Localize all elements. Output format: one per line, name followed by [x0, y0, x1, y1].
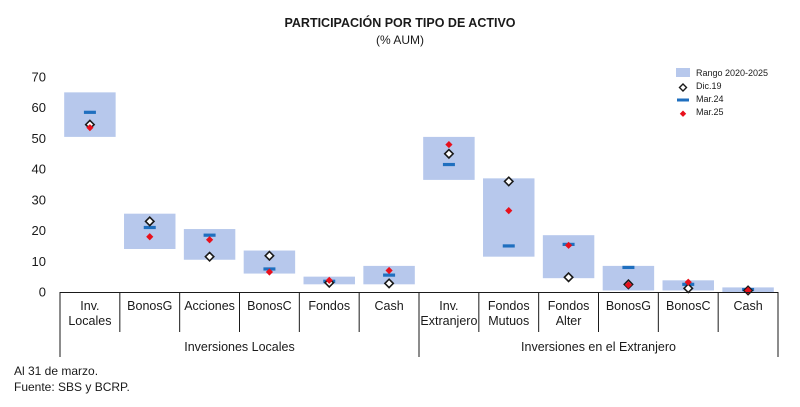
- legend-range-label: Rango 2020-2025: [696, 68, 768, 78]
- range-bar: [243, 250, 296, 274]
- source-note: Fuente: SBS y BCRP.: [14, 380, 130, 394]
- mar24-marker: [143, 225, 156, 230]
- y-tick-label: 50: [32, 131, 46, 146]
- dic19-marker: [563, 271, 574, 283]
- category-label: BonosG: [606, 299, 651, 313]
- y-tick-label: 40: [32, 162, 46, 177]
- y-tick-label: 10: [32, 254, 46, 269]
- mar25-marker: [325, 276, 333, 284]
- legend-mar24-label: Mar.24: [696, 94, 724, 104]
- category-label: Cash: [733, 299, 762, 313]
- category-label: Cash: [374, 299, 403, 313]
- mar24-marker: [203, 233, 216, 237]
- mar25-marker: [86, 124, 94, 132]
- mar25-marker: [385, 266, 393, 275]
- dic19-marker: [503, 176, 515, 187]
- dic19-marker: [383, 278, 395, 289]
- category-label: BonosC: [666, 299, 710, 313]
- mar25-marker: [624, 281, 633, 289]
- mar24-marker: [83, 110, 96, 114]
- category-label: Fondos: [308, 299, 350, 313]
- y-tick-label: 70: [32, 70, 46, 85]
- dic19-marker: [204, 251, 215, 263]
- dic19-marker: [264, 250, 275, 262]
- legend-mar25-swatch: [679, 110, 687, 117]
- mar24-marker: [502, 244, 515, 248]
- category-label: Acciones: [184, 299, 235, 313]
- category-label: Alter: [556, 314, 582, 328]
- legend: Rango 2020-2025 Dic.19 Mar.24 Mar.25: [676, 68, 768, 117]
- range-bar: [542, 235, 595, 279]
- range-bar: [483, 178, 535, 257]
- category-label: BonosC: [247, 299, 291, 313]
- legend-dic19-label: Dic.19: [696, 81, 722, 91]
- legend-mar24-swatch: [677, 98, 689, 102]
- footnote: Al 31 de marzo.: [14, 364, 99, 378]
- mar25-marker: [445, 140, 453, 149]
- category-label: Inv.: [80, 299, 99, 313]
- group-label: Inversiones en el Extranjero: [521, 340, 676, 354]
- category-label: Fondos: [548, 299, 590, 313]
- chart-subtitle: (% AUM): [376, 33, 424, 47]
- mar24-marker: [442, 162, 455, 167]
- y-tick-label: 30: [32, 192, 46, 207]
- chart-title: PARTICIPACIÓN POR TIPO DE ACTIVO: [284, 15, 515, 30]
- dic19-marker: [443, 148, 455, 160]
- category-label: Extranjero: [420, 314, 477, 328]
- category-label: Locales: [68, 314, 111, 328]
- mar25-marker: [146, 233, 154, 241]
- dic19-marker: [144, 216, 156, 227]
- legend-mar25-label: Mar.25: [696, 107, 724, 117]
- category-label: Mutuos: [488, 314, 529, 328]
- mar24-marker: [383, 273, 396, 277]
- category-label: Fondos: [488, 299, 530, 313]
- legend-range-swatch: [676, 68, 690, 77]
- mar25-marker: [205, 236, 214, 244]
- mar25-marker: [265, 268, 274, 276]
- legend-dic19-swatch: [678, 83, 688, 92]
- mar25-marker: [505, 207, 513, 215]
- y-tick-label: 20: [32, 223, 46, 238]
- y-tick-label: 0: [39, 285, 46, 300]
- group-label: Inversiones Locales: [184, 340, 294, 354]
- mar24-marker: [622, 265, 635, 270]
- category-label: Inv.: [439, 299, 458, 313]
- mar25-marker: [684, 278, 692, 286]
- y-tick-label: 60: [32, 100, 46, 115]
- category-label: BonosG: [127, 299, 172, 313]
- mar25-marker: [564, 241, 573, 249]
